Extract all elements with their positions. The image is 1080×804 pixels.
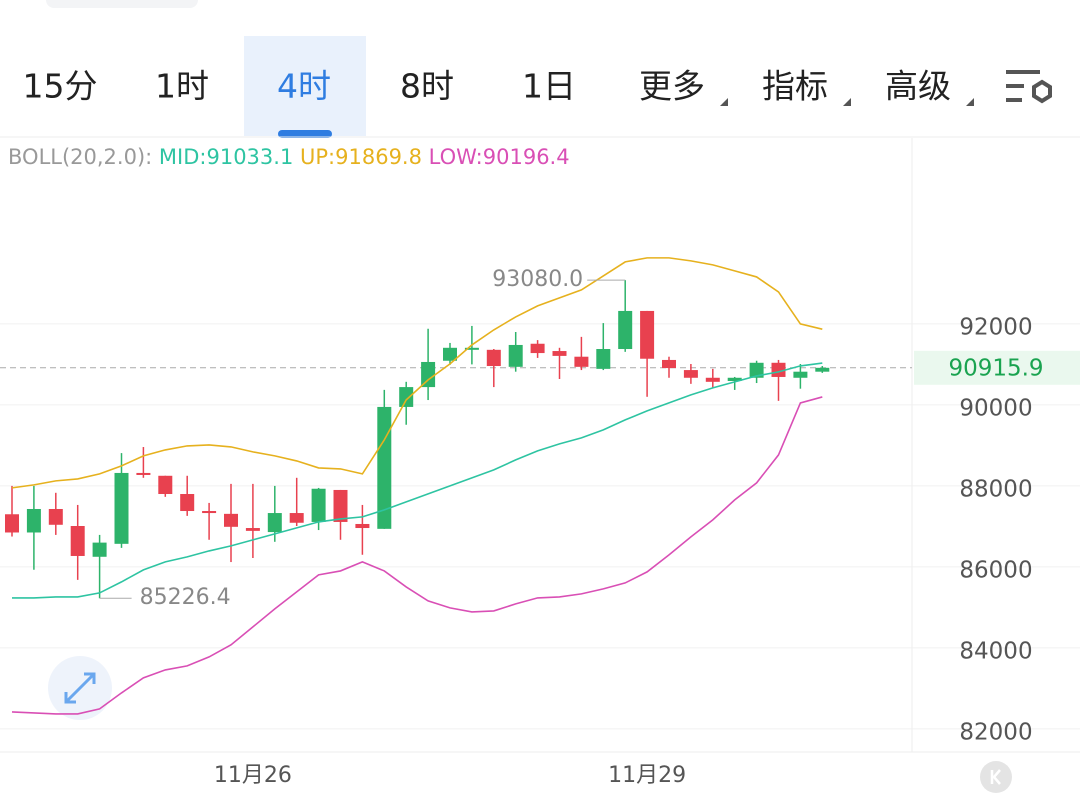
candle-body (683, 370, 698, 378)
y-tick-label: 84000 (959, 638, 1032, 664)
candle-body (464, 347, 479, 350)
candle-body (92, 542, 107, 557)
candle-body (399, 387, 414, 407)
y-tick-label: 90000 (959, 395, 1032, 421)
candle-body (311, 488, 326, 522)
k-button[interactable] (980, 761, 1012, 793)
tab[interactable]: 8时 (400, 67, 454, 106)
tab[interactable]: 更多 (639, 67, 705, 106)
candle-body (705, 377, 720, 382)
candle-body (552, 351, 567, 356)
annotation: 85226.4 (140, 585, 231, 610)
candle-body (662, 359, 676, 369)
candle-body (136, 472, 151, 475)
dropdown-arrow (843, 98, 851, 106)
candle-body (749, 362, 764, 378)
boll-line (11, 257, 823, 489)
dropdown-arrow (720, 98, 728, 106)
y-tick-label: 92000 (959, 314, 1032, 340)
candle-body (267, 513, 282, 533)
candle-body (48, 508, 63, 525)
candle-body (333, 489, 348, 522)
candle-body (202, 511, 217, 514)
legend-item: MID:91033.1 (159, 145, 293, 169)
candle-body (486, 349, 501, 367)
candle-body (377, 406, 392, 529)
candle-body (574, 356, 589, 367)
candle-body (26, 508, 41, 533)
tab[interactable]: 15分 (23, 67, 98, 106)
candle-body (114, 472, 129, 544)
candle-body (508, 344, 523, 367)
candle-body (355, 523, 370, 529)
candle-body (618, 310, 633, 350)
dropdown-arrow (966, 98, 974, 106)
candle-body (530, 343, 545, 354)
candle-body (727, 377, 742, 382)
annotation: 93080.0 (492, 267, 583, 292)
active-tab-underline (278, 130, 332, 138)
candle-body (245, 528, 260, 531)
tab[interactable]: 1日 (522, 67, 576, 106)
legend-item: UP:91869.8 (300, 145, 422, 169)
tab[interactable]: 高级 (885, 67, 951, 106)
last-price-bg (914, 350, 1080, 385)
candle-body (421, 361, 436, 388)
candle-body (180, 494, 195, 512)
tab[interactable]: 指标 (762, 67, 828, 106)
legend: BOLL(20,2.0): MID:91033.1 UP:91869.8 LOW… (8, 145, 570, 169)
boll-line (11, 396, 823, 715)
candle-body (771, 362, 786, 377)
y-tick-label: 88000 (959, 476, 1032, 502)
y-tick-label: 86000 (959, 557, 1032, 583)
y-tick-label: 82000 (959, 719, 1032, 745)
candle-body (640, 310, 655, 359)
candle-body (5, 514, 19, 533)
settings-icon[interactable] (1006, 70, 1052, 104)
active-tab-bg (244, 36, 366, 136)
expand-button[interactable] (48, 656, 112, 720)
x-tick-label: 11月26 (214, 763, 292, 788)
candle-body (70, 526, 85, 556)
legend-item: BOLL(20,2.0): (8, 145, 152, 169)
candle-body (596, 349, 611, 369)
candle-body (793, 371, 808, 378)
boll-line (12, 362, 823, 599)
tab[interactable]: 4时 (277, 67, 331, 106)
x-tick-label: 11月29 (608, 763, 686, 788)
candle-body (443, 347, 457, 361)
top-bar (46, 0, 198, 8)
candle-body (815, 367, 830, 372)
legend-item: LOW:90196.4 (429, 145, 570, 169)
candle-body (289, 513, 304, 523)
last-price-label: 90915.9 (948, 355, 1043, 381)
tab[interactable]: 1时 (155, 67, 209, 106)
candle-body (158, 475, 173, 495)
candle-body (224, 513, 238, 527)
